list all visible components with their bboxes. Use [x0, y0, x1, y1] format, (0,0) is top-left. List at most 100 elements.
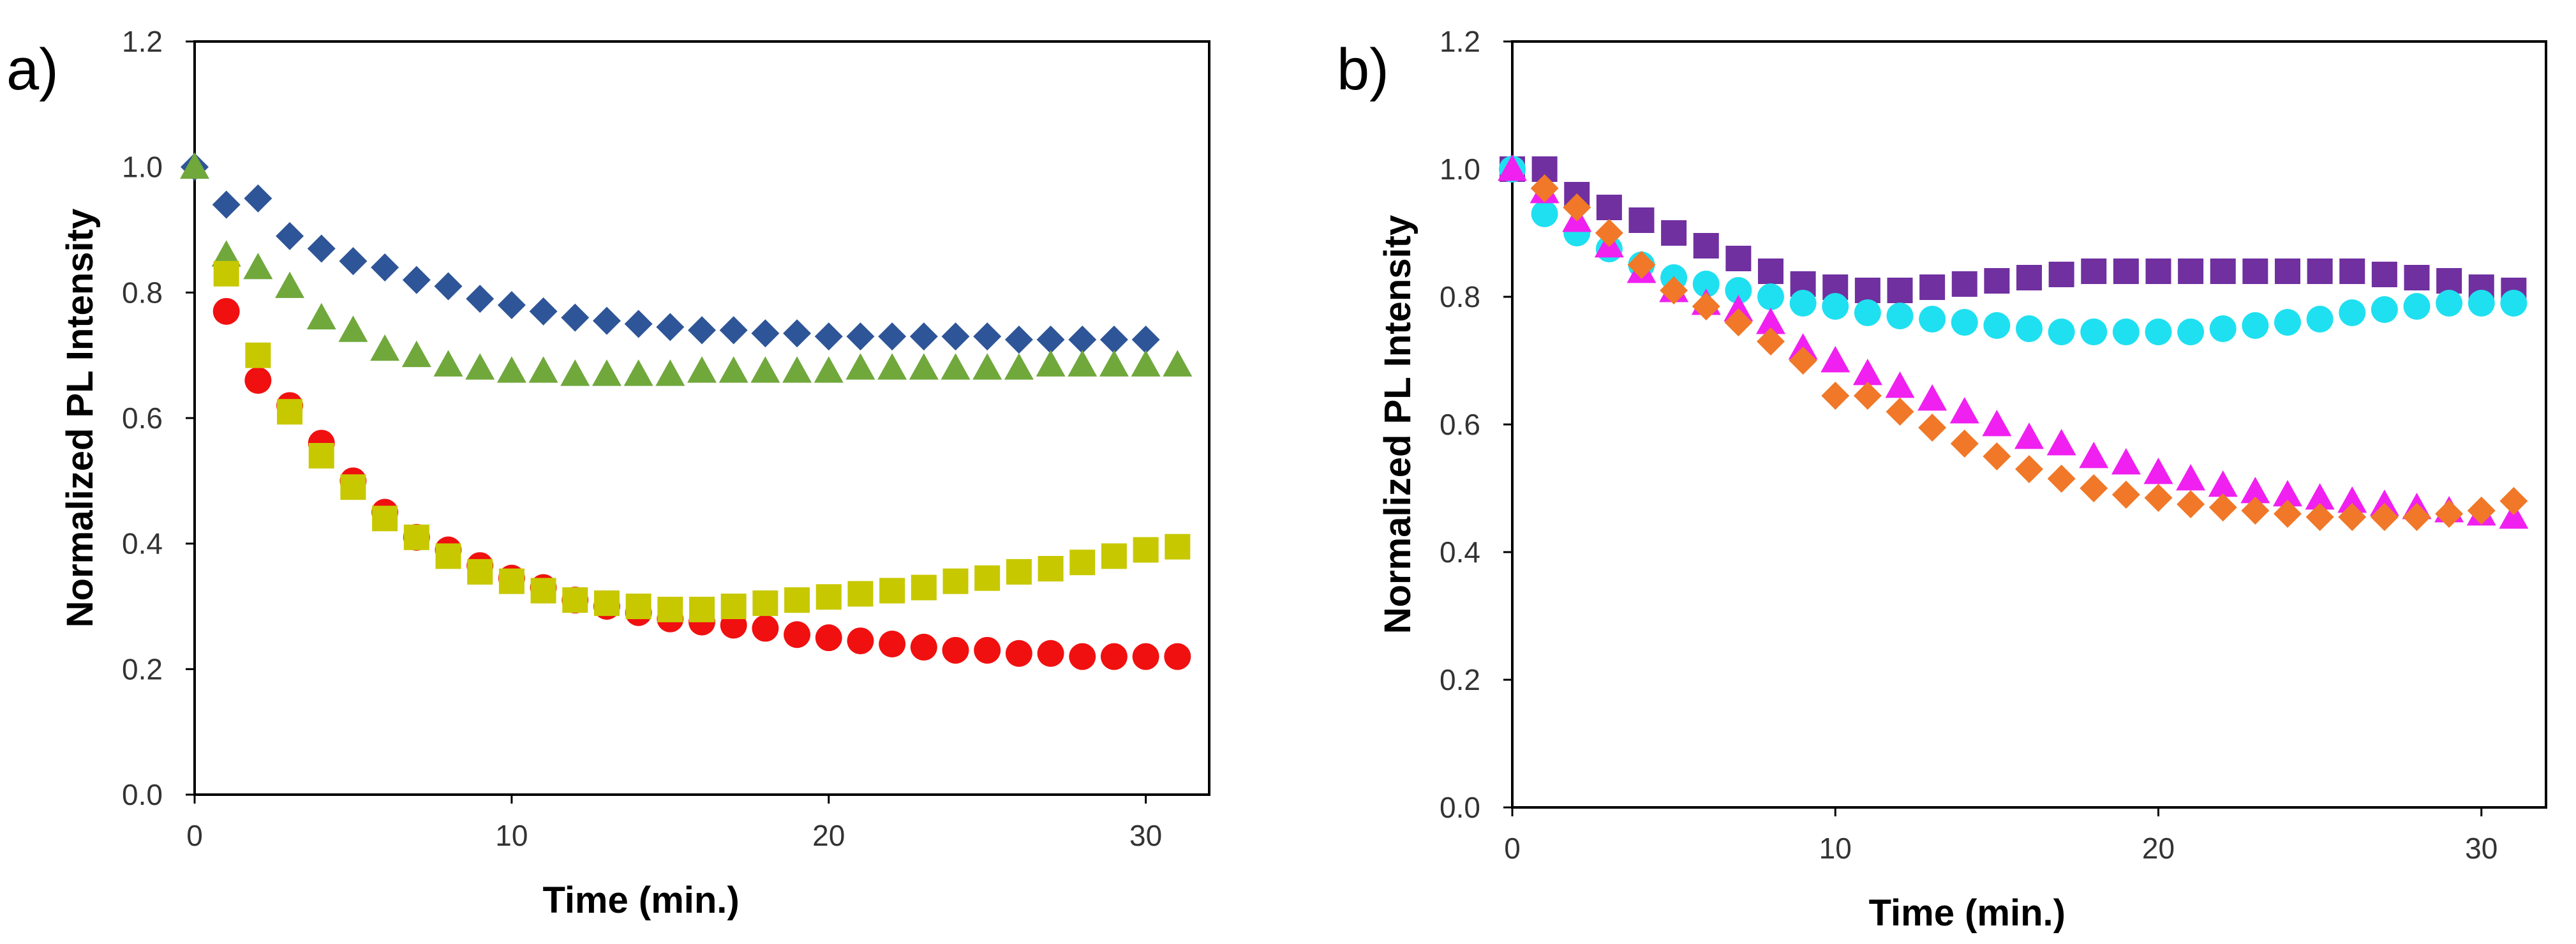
data-point — [909, 322, 938, 351]
y-tick-label: 0.8 — [1440, 280, 1480, 313]
data-point — [1131, 326, 1160, 354]
data-point — [877, 353, 907, 380]
data-point — [496, 356, 526, 383]
data-point — [1563, 193, 1591, 221]
data-point — [2436, 290, 2463, 317]
data-point — [2015, 455, 2043, 483]
data-point — [1038, 556, 1064, 581]
plot-frame — [193, 40, 1210, 796]
data-point — [1101, 543, 1127, 569]
data-point — [2080, 318, 2108, 345]
y-tick-label: 1.2 — [122, 25, 163, 58]
x-tick-label: 20 — [2142, 832, 2175, 865]
y-tick-label: 0.4 — [122, 527, 163, 560]
data-point — [623, 359, 653, 386]
data-point — [1531, 200, 1558, 227]
y-axis-title: Normalized PL Intensity — [59, 209, 101, 627]
y-tick-label: 1.0 — [1440, 153, 1480, 186]
data-point — [752, 615, 779, 642]
data-point — [941, 322, 970, 351]
y-tick-label: 0.6 — [1440, 408, 1480, 441]
data-point — [2468, 290, 2495, 317]
data-point — [1725, 246, 1752, 271]
data-point — [689, 596, 715, 622]
data-point — [2404, 265, 2430, 290]
data-point — [1983, 312, 2011, 339]
data-point — [2145, 318, 2172, 345]
data-point — [2048, 318, 2075, 345]
data-point — [879, 578, 905, 604]
data-point — [782, 356, 812, 383]
data-point — [1919, 306, 1946, 333]
data-point — [434, 272, 463, 301]
x-axis-title: Time (min.) — [542, 880, 739, 921]
data-point — [1099, 326, 1128, 354]
x-tick-label: 0 — [186, 819, 203, 852]
data-point — [911, 574, 937, 601]
data-point — [942, 568, 969, 594]
data-point — [562, 587, 588, 613]
y-tick-label: 0.0 — [1440, 791, 1480, 824]
data-point — [815, 584, 842, 610]
data-point — [370, 334, 400, 361]
data-point — [2177, 318, 2205, 345]
data-point — [2113, 258, 2139, 284]
x-tick-label: 10 — [1819, 832, 1852, 865]
data-point — [2016, 315, 2043, 342]
data-point — [1951, 309, 1978, 336]
data-point — [1789, 290, 1817, 317]
x-axis-title: Time (min.) — [1869, 892, 2066, 934]
data-point — [1004, 353, 1034, 380]
data-point — [1068, 350, 1098, 377]
data-point — [1036, 350, 1066, 377]
data-point — [2274, 500, 2302, 528]
data-point — [687, 356, 717, 383]
data-point — [1788, 333, 1818, 360]
x-tick-label: 10 — [495, 819, 528, 852]
data-point — [2046, 429, 2076, 456]
data-point — [1789, 347, 1817, 375]
data-point — [2499, 502, 2529, 529]
data-point — [1917, 384, 1947, 411]
data-point — [403, 524, 429, 550]
data-point — [784, 621, 811, 648]
data-point — [466, 285, 495, 313]
data-point — [1069, 643, 1096, 670]
data-point — [2436, 268, 2462, 294]
data-point — [1820, 346, 1850, 373]
data-point — [1036, 326, 1065, 354]
data-point — [529, 297, 558, 326]
data-point — [244, 367, 272, 394]
data-point — [401, 340, 431, 368]
y-axis-title: Normalized PL Intensity — [1377, 215, 1418, 634]
data-point — [245, 342, 271, 368]
data-point — [2081, 258, 2107, 284]
series-4 — [213, 260, 1191, 622]
data-point — [2338, 503, 2367, 531]
data-point — [655, 359, 685, 386]
data-point — [1692, 292, 1720, 320]
data-point — [211, 240, 241, 267]
series-2 — [1499, 156, 2528, 345]
data-point — [847, 581, 874, 607]
data-point — [1132, 643, 1159, 670]
data-point — [718, 356, 748, 383]
data-point — [435, 543, 461, 569]
data-point — [2210, 258, 2236, 284]
data-point — [2403, 293, 2431, 320]
data-point — [1099, 350, 1129, 377]
data-point — [910, 633, 937, 661]
data-point — [1596, 195, 1622, 220]
data-point — [1005, 640, 1032, 667]
data-point — [2241, 497, 2270, 525]
data-point — [339, 247, 368, 276]
data-point — [656, 313, 685, 341]
data-point — [719, 316, 748, 345]
data-point — [372, 506, 398, 532]
data-point — [1164, 643, 1191, 670]
data-point — [2337, 486, 2367, 513]
data-point — [625, 594, 651, 619]
data-point — [498, 568, 525, 594]
data-point — [909, 353, 939, 380]
data-point — [212, 297, 240, 325]
